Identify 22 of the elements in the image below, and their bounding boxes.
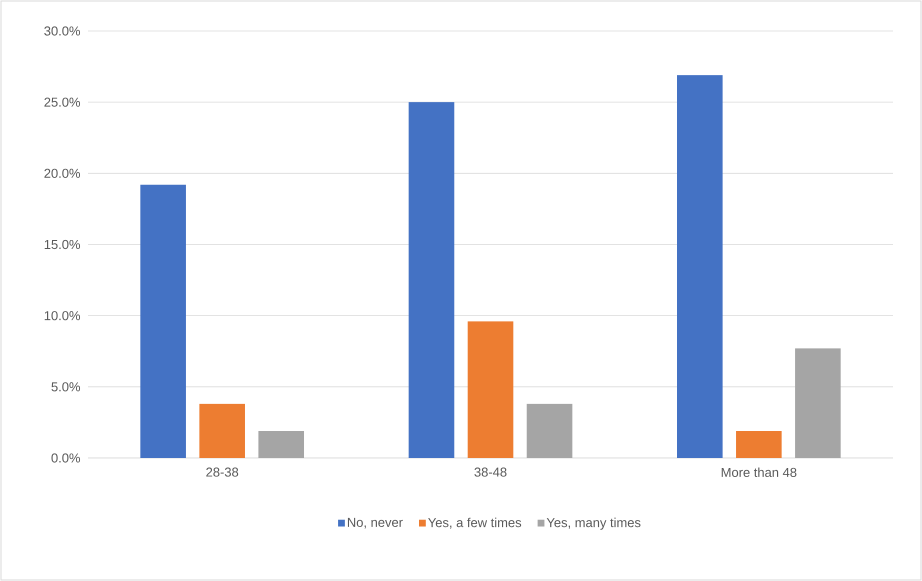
y-tick-label: 25.0%	[44, 98, 80, 107]
x-tick-label: 38-48	[474, 468, 507, 477]
y-tick-label: 10.0%	[44, 311, 80, 320]
bar	[677, 75, 723, 458]
legend-label: Yes, many times	[546, 518, 640, 530]
x-tick-label: More than 48	[722, 468, 796, 478]
y-tick-label: 30.0%	[44, 26, 80, 36]
y-tick-label: 0.0%	[51, 453, 80, 463]
legend-label: No, never	[348, 518, 403, 528]
legend-label: Yes, a few times	[428, 518, 522, 529]
bar	[258, 430, 304, 458]
bar	[408, 102, 454, 458]
y-tick-label: 5.0%	[51, 382, 80, 392]
bar	[199, 404, 245, 458]
bar	[795, 348, 841, 458]
y-tick-label: 15.0%	[44, 240, 80, 250]
bar	[140, 184, 186, 458]
bar	[468, 321, 514, 458]
bar	[526, 404, 572, 458]
bar	[736, 430, 782, 458]
y-tick-label: 20.0%	[44, 168, 80, 178]
x-tick-label: 28-38	[206, 468, 238, 477]
